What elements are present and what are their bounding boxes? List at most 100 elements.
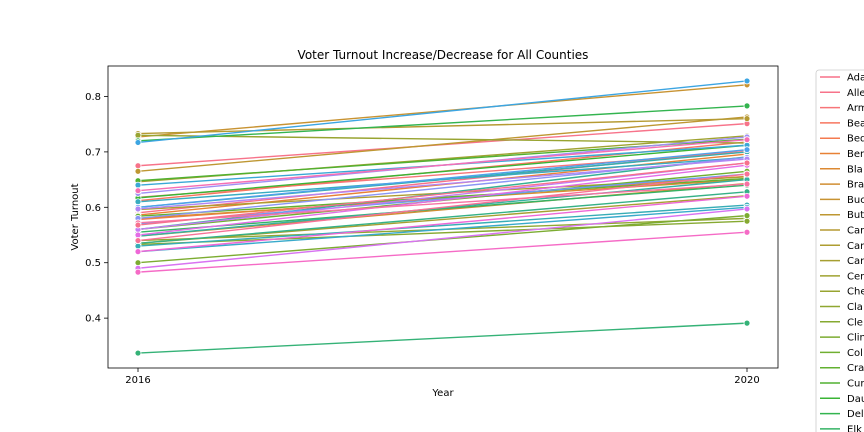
data-point [134, 237, 142, 244]
data-point [134, 205, 142, 213]
series-segment [137, 164, 748, 236]
legend-label: Bla [847, 164, 863, 175]
plot-lines [134, 77, 751, 357]
legend-label: Ada [847, 73, 864, 84]
y-tick-label: 0.6 [85, 203, 101, 214]
legend-label: Buc [847, 195, 864, 206]
legend-item: Car [820, 241, 864, 252]
y-tick-label: 0.5 [85, 258, 101, 269]
series-segment [137, 84, 748, 138]
legend-item: Che [820, 287, 864, 298]
data-point [134, 167, 142, 175]
legend-item: Col [820, 348, 863, 359]
x-tick-label: 2020 [734, 375, 759, 386]
x-axis-label: Year [431, 388, 454, 399]
chart-title: Voter Turnout Increase/Decrease for All … [298, 48, 589, 62]
series-line [134, 102, 751, 145]
series-segment [137, 183, 748, 224]
series-segment [137, 173, 748, 242]
series-segment [137, 208, 748, 269]
legend-item: Clin [820, 333, 864, 344]
series-segment [137, 158, 748, 210]
legend-label: Arm [847, 103, 864, 114]
series-segment [137, 162, 748, 226]
legend-item: Elk [820, 424, 862, 432]
data-point [743, 159, 751, 167]
legend-item: Cum [820, 379, 864, 390]
legend-item: Cen [820, 271, 864, 282]
legend-label: Car [847, 241, 864, 252]
data-point [134, 131, 142, 139]
series-segment [137, 322, 748, 354]
legend-item: Cla [820, 302, 863, 313]
legend-label: Dau [847, 394, 864, 405]
data-point [134, 259, 142, 267]
data-point [743, 146, 751, 154]
series-segment [137, 156, 748, 203]
data-point [134, 231, 142, 239]
legend-label: Car [847, 226, 864, 237]
data-point [743, 192, 751, 200]
data-point [743, 77, 751, 85]
legend-frame [815, 69, 864, 432]
legend-item: Buc [820, 195, 864, 206]
series-segment [137, 117, 748, 135]
y-tick-label: 0.8 [85, 92, 101, 103]
data-point [743, 217, 751, 225]
legend-label: But [847, 210, 864, 221]
data-point [134, 248, 142, 256]
legend-item: Car [820, 226, 864, 237]
legend-item: Bea [820, 118, 864, 129]
y-tick-label: 0.4 [85, 314, 101, 325]
legend-label: Bra [847, 180, 864, 191]
legend-item: Cle [820, 317, 863, 328]
data-point [134, 268, 142, 276]
legend-label: Cen [847, 271, 864, 282]
series-segment [137, 204, 748, 247]
legend-item: Arm [820, 103, 864, 114]
legend-label: Cra [847, 363, 864, 374]
series-segment [137, 206, 748, 253]
data-point [743, 205, 751, 213]
legend-item: Bed [820, 134, 864, 145]
series-line [134, 77, 751, 146]
series-line [134, 136, 751, 195]
data-point [743, 170, 751, 178]
y-axis: 0.4 0.5 0.6 0.7 0.8 [85, 92, 108, 325]
series-segment [137, 220, 748, 246]
legend-item: Del [820, 409, 864, 420]
legend-label: Bed [847, 134, 864, 145]
legend-label: Bea [847, 118, 864, 129]
legend-item: Bra [820, 180, 864, 191]
data-point [743, 102, 751, 110]
legend-item: Cra [820, 363, 864, 374]
series-segment [137, 116, 748, 172]
series-line [134, 161, 751, 239]
series-line [134, 192, 751, 256]
legend-item: Alle [820, 88, 864, 99]
series-segment [137, 156, 748, 231]
data-point [743, 115, 751, 123]
legend-label: Del [847, 409, 864, 420]
series-segment [137, 184, 748, 233]
data-point [134, 242, 142, 250]
data-point [743, 319, 751, 327]
legend-label: Che [847, 287, 864, 298]
data-point [743, 212, 751, 220]
series-segment [137, 139, 748, 192]
series-segment [137, 134, 748, 144]
data-point [743, 136, 751, 144]
x-axis: 2016 2020 [125, 368, 760, 386]
data-point [134, 181, 142, 189]
data-point [134, 187, 142, 195]
series-segment [137, 195, 748, 253]
series-segment [137, 191, 748, 245]
series-segment [137, 173, 748, 225]
legend: Ada Alle Arm Bea Bed Ber Bla Bra Buc But Car Car Car… [815, 69, 864, 432]
legend-item: But [820, 210, 864, 221]
data-point [134, 221, 142, 229]
series-line [134, 319, 751, 357]
legend-label: Ber [847, 149, 864, 160]
y-tick-label: 0.7 [85, 147, 101, 158]
